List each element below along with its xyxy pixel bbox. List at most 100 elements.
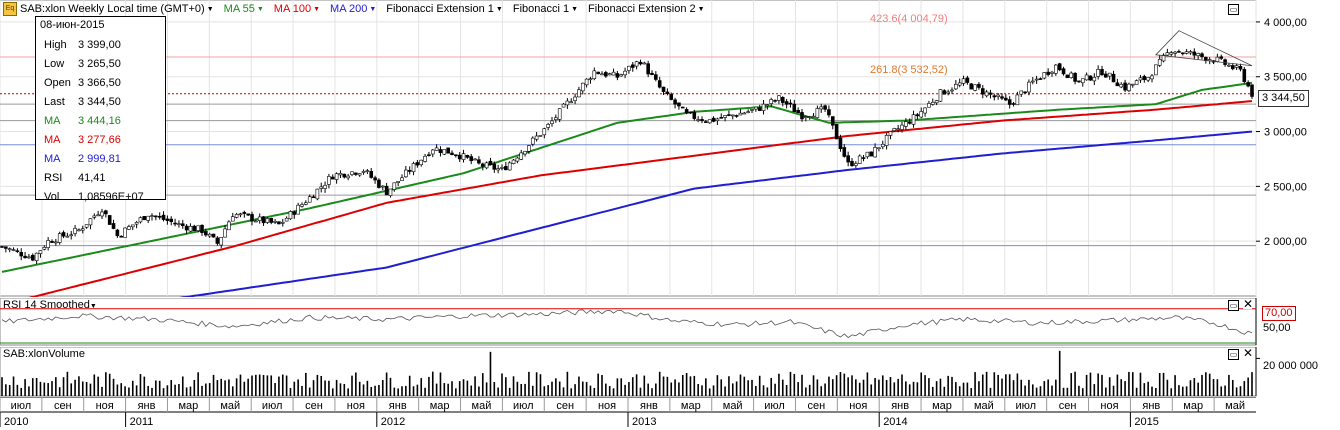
close-pane-icon[interactable]: ✕	[1243, 297, 1254, 311]
ohlc-key: Open	[44, 77, 71, 89]
candle-body	[977, 83, 981, 88]
candle-body	[330, 176, 335, 180]
indicator-ma55[interactable]: MA 55 ▼	[224, 3, 264, 15]
ohlc-key: High	[44, 39, 67, 51]
candle-body	[530, 137, 535, 145]
candle-body	[950, 89, 954, 92]
candle-body	[254, 220, 258, 223]
month-label: ноя	[347, 400, 365, 412]
candle-body	[7, 248, 12, 251]
candle-body	[215, 237, 220, 244]
rsi-title[interactable]: RSI 14 Smoothed▼	[3, 299, 97, 311]
ohlc-value: 1,08596E+07	[78, 191, 144, 203]
candle-body	[846, 155, 850, 163]
close-pane-icon[interactable]: ✕	[1243, 346, 1254, 360]
maximize-pane-button[interactable]: ▭	[1228, 300, 1239, 311]
rsi-pane[interactable]: RSI 14 Smoothed▼ ▭ ✕ 70,00 50,00	[0, 297, 1340, 346]
candle-body	[850, 160, 854, 167]
candle-body	[104, 210, 108, 215]
app-logo-icon[interactable]: Eq	[3, 2, 17, 16]
ohlc-row-vol: Vol 1,08596E+07	[36, 187, 165, 206]
candle-body	[765, 104, 770, 106]
candle-body	[630, 64, 635, 68]
candle-body	[1134, 80, 1139, 85]
candle-body	[165, 218, 170, 221]
indicator-fib-1[interactable]: Fibonacci 1 ▼	[513, 3, 578, 15]
month-label: янв	[138, 400, 156, 412]
candle-body	[800, 112, 804, 120]
candle-body	[61, 232, 66, 237]
candle-body	[723, 115, 727, 118]
candle-body	[411, 163, 416, 173]
indicator-fib-ext-2[interactable]: Fibonacci Extension 2 ▼	[588, 3, 705, 15]
candle-body	[1242, 69, 1247, 83]
candle-body	[1034, 78, 1039, 81]
indicator-label: Fibonacci Extension 1	[386, 3, 494, 15]
candle-body	[123, 227, 127, 238]
volume-chart[interactable]	[0, 346, 1340, 397]
caret-down-icon: ▼	[256, 5, 264, 13]
candle-body	[65, 235, 70, 238]
price-chart[interactable]: 4 000,00 3 500,00 3 000,00 2 500,00 2 000,00…	[0, 0, 1340, 306]
month-label: июл	[513, 400, 534, 412]
maximize-pane-button[interactable]: ▭	[1228, 349, 1239, 360]
candle-body	[654, 74, 658, 80]
candle-body	[538, 135, 543, 137]
candle-body	[288, 211, 293, 220]
candle-body	[707, 119, 712, 124]
candle-body	[280, 221, 285, 224]
candle-body	[650, 72, 654, 75]
ohlc-key: MA	[44, 115, 61, 127]
time-axis-chart[interactable]: июл сен ноя янв мар май июл сен ноя янв мар май июл с…	[0, 396, 1340, 428]
candle-body	[180, 223, 185, 226]
indicator-ma100[interactable]: MA 100 ▼	[274, 3, 320, 15]
candle-body	[315, 188, 320, 200]
candle-body	[619, 74, 624, 77]
candle-body	[461, 153, 466, 160]
price-pane[interactable]: 4 000,00 3 500,00 3 000,00 2 500,00 2 000,00…	[0, 0, 1340, 306]
candle-body	[373, 177, 377, 181]
candle-body	[1004, 97, 1008, 101]
time-axis[interactable]: июл сен ноя янв мар май июл сен ноя янв мар май июл с…	[0, 396, 1340, 428]
indicator-ma200[interactable]: MA 200 ▼	[330, 3, 376, 15]
candle-body	[273, 221, 277, 223]
rsi-chart[interactable]	[0, 297, 1340, 346]
year-label: 2011	[130, 416, 154, 427]
candle-body	[584, 78, 589, 86]
month-label: мар	[430, 400, 450, 412]
candle-body	[354, 172, 358, 175]
fib-triangle-drawing	[1155, 30, 1253, 67]
ohlc-value: 3 399,00	[78, 39, 121, 51]
candle-body	[1127, 83, 1131, 92]
candle-body	[830, 116, 835, 126]
candle-body	[15, 250, 20, 252]
indicator-fib-ext-1[interactable]: Fibonacci Extension 1 ▼	[386, 3, 503, 15]
maximize-pane-button[interactable]: ▭	[1228, 4, 1239, 15]
month-label: сен	[1059, 400, 1077, 412]
candle-body	[857, 155, 862, 164]
candle-body	[684, 109, 689, 114]
candle-body	[357, 173, 362, 176]
candle-body	[838, 137, 843, 149]
ohlc-value: 3 265,50	[78, 58, 121, 70]
year-label: 2012	[381, 416, 405, 427]
volume-pane[interactable]: SAB:xlonVolume ▭ ✕ 20 000 000	[0, 346, 1340, 397]
indicator-label: MA 200	[330, 3, 368, 15]
ohlc-row-low: Low 3 265,50	[36, 54, 165, 73]
candle-body	[300, 204, 304, 207]
candle-body	[792, 103, 797, 112]
candle-body	[127, 226, 131, 230]
month-label: ноя	[96, 400, 114, 412]
ohlc-row-ma55: MA 3 444,16	[36, 111, 165, 130]
symbol-title[interactable]: SAB:xlon Weekly Local time (GMT+0) ▼	[20, 3, 214, 15]
candle-body	[1104, 73, 1108, 78]
ohlc-key: RSI	[44, 172, 63, 184]
candle-body	[615, 73, 620, 78]
candle-body	[719, 117, 724, 119]
candle-body	[115, 229, 120, 237]
candle-body	[888, 131, 893, 136]
candle-body	[477, 159, 481, 164]
candle-body	[642, 62, 647, 65]
rsi-level-tag: 70,00	[1262, 306, 1296, 321]
ohlc-row-ma200: MA 2 999,81	[36, 149, 165, 168]
